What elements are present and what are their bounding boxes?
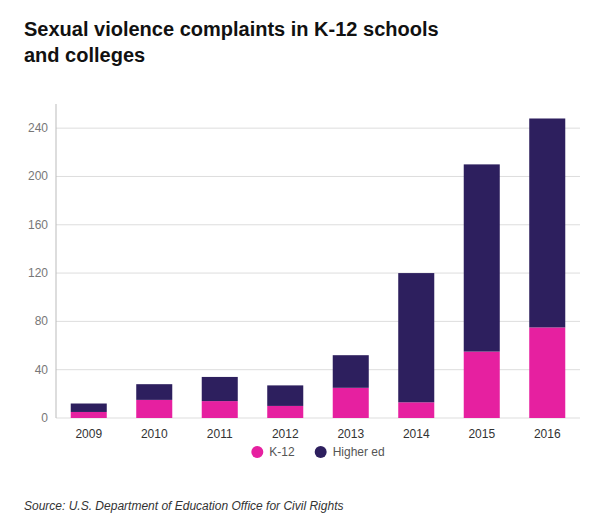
bar-segment	[333, 355, 369, 388]
x-tick-label: 2009	[75, 427, 102, 441]
y-tick-label: 120	[28, 266, 48, 280]
bar-segment	[202, 377, 238, 401]
bar-segment	[267, 406, 303, 418]
bar-segment	[71, 412, 107, 418]
bars	[71, 118, 566, 418]
bar-segment	[529, 327, 565, 418]
legend-marker	[251, 446, 263, 458]
bar-segment	[464, 164, 500, 351]
source-note: Source: U.S. Department of Education Off…	[24, 499, 343, 513]
title-line: Sexual violence complaints in K-12 schoo…	[24, 18, 439, 40]
legend: K-12 Higher ed	[251, 445, 384, 459]
x-tick-label: 2011	[207, 427, 233, 441]
bar-segment	[71, 404, 107, 412]
grid-line	[56, 321, 580, 322]
legend-label: Higher ed	[333, 445, 385, 459]
x-tick-label: 2016	[534, 427, 561, 441]
bar-segment	[202, 401, 238, 418]
title: Sexual violence complaints in K-12 schoo…	[24, 18, 439, 66]
background	[0, 0, 596, 532]
y-tick-label: 200	[28, 169, 48, 183]
y-tick-label: 40	[35, 363, 49, 377]
title-line: and colleges	[24, 44, 145, 66]
x-tick-label: 2015	[468, 427, 495, 441]
x-tick-label: 2012	[272, 427, 299, 441]
x-tick-label: 2013	[337, 427, 364, 441]
bar-segment	[464, 352, 500, 418]
bar-segment	[136, 400, 172, 418]
grid-line	[56, 176, 580, 177]
grid-line	[56, 418, 580, 419]
y-axis-line	[56, 104, 57, 418]
grid-line	[56, 224, 580, 225]
y-tick-label: 160	[28, 218, 48, 232]
bar-segment	[529, 118, 565, 327]
bar-segment	[398, 402, 434, 418]
bar-segment	[333, 388, 369, 418]
bar-segment	[136, 384, 172, 400]
y-tick-label: 240	[28, 121, 48, 135]
y-tick-label: 0	[41, 411, 48, 425]
x-tick-label: 2014	[403, 427, 430, 441]
grid-line	[56, 369, 580, 370]
bar-segment	[398, 273, 434, 402]
legend-label: K-12	[269, 445, 295, 459]
bar-segment	[267, 385, 303, 406]
grid-line	[56, 273, 580, 274]
chart: Sexual violence complaints in K-12 schoo…	[0, 0, 596, 532]
x-tick-label: 2010	[141, 427, 168, 441]
legend-marker	[315, 446, 327, 458]
grid-line	[56, 128, 580, 129]
y-tick-label: 80	[35, 314, 49, 328]
